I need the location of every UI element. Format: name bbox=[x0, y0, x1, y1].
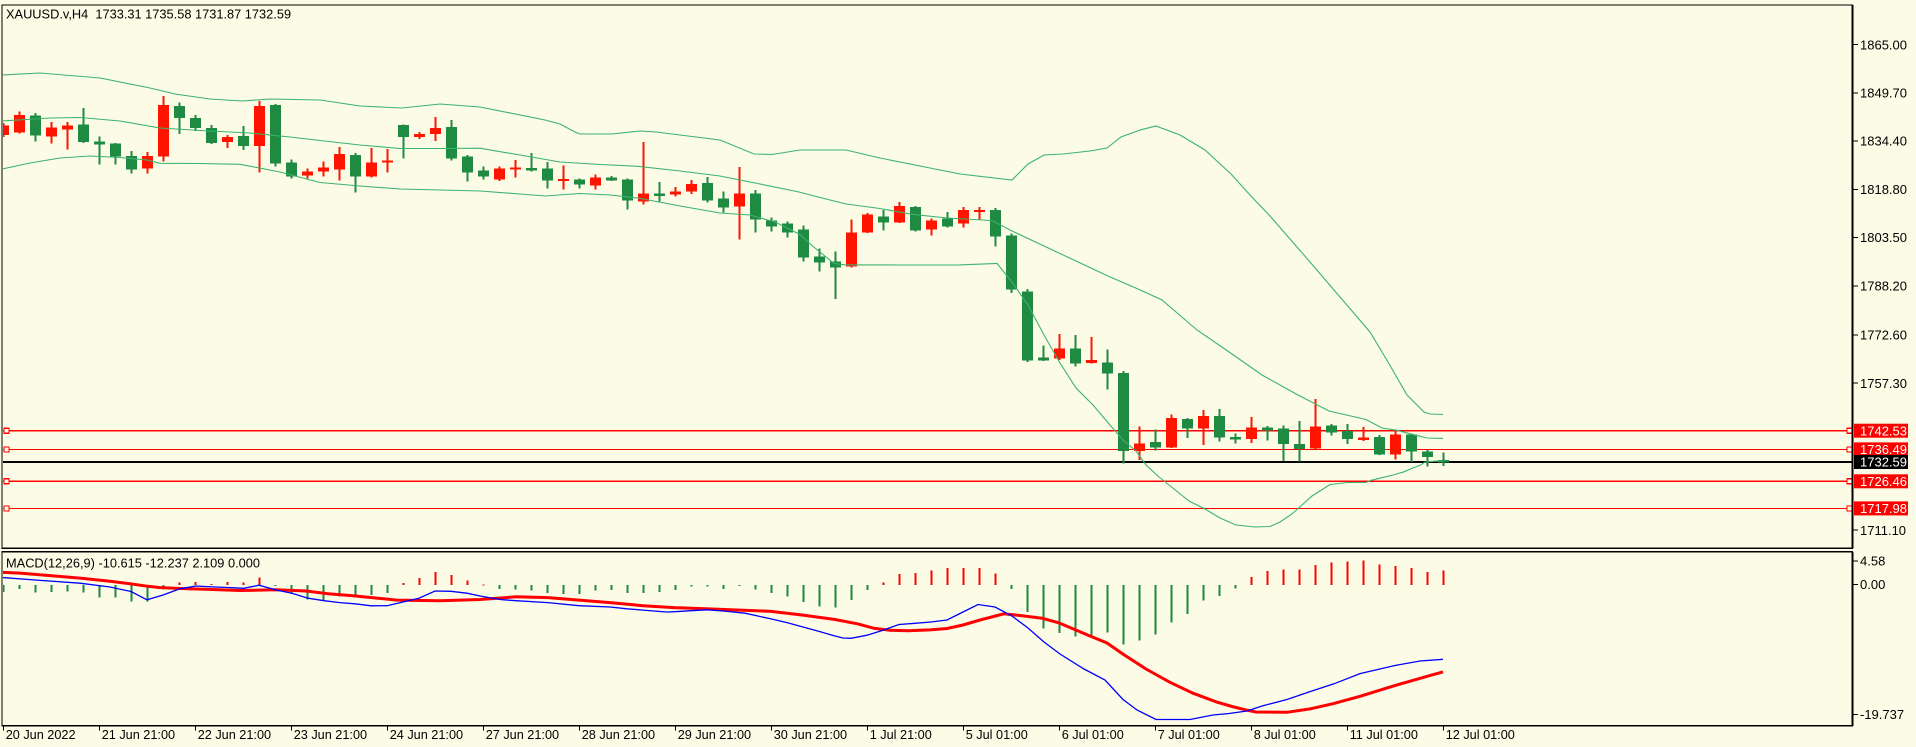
svg-text:23 Jun 21:00: 23 Jun 21:00 bbox=[294, 728, 367, 742]
svg-text:11 Jul 01:00: 11 Jul 01:00 bbox=[1350, 728, 1418, 742]
svg-text:1717.98: 1717.98 bbox=[1860, 501, 1907, 516]
svg-text:1772.60: 1772.60 bbox=[1860, 328, 1907, 343]
svg-text:1788.20: 1788.20 bbox=[1860, 278, 1907, 293]
svg-text:4.58: 4.58 bbox=[1860, 553, 1885, 568]
svg-text:1865.00: 1865.00 bbox=[1860, 37, 1907, 52]
svg-text:1742.53: 1742.53 bbox=[1860, 423, 1907, 438]
svg-text:12 Jul 01:00: 12 Jul 01:00 bbox=[1446, 728, 1515, 742]
svg-text:1818.80: 1818.80 bbox=[1860, 182, 1907, 197]
svg-text:28 Jun 21:00: 28 Jun 21:00 bbox=[582, 728, 655, 742]
svg-text:1757.30: 1757.30 bbox=[1860, 376, 1907, 391]
svg-text:29 Jun 21:00: 29 Jun 21:00 bbox=[678, 728, 751, 742]
svg-text:1803.50: 1803.50 bbox=[1860, 230, 1907, 245]
svg-text:20 Jun 2022: 20 Jun 2022 bbox=[6, 728, 76, 742]
svg-text:22 Jun 21:00: 22 Jun 21:00 bbox=[198, 728, 271, 742]
svg-text:MACD(12,26,9) -10.615 -12.237: MACD(12,26,9) -10.615 -12.237 2.109 0.00… bbox=[6, 556, 260, 571]
svg-text:1834.40: 1834.40 bbox=[1860, 134, 1907, 149]
svg-text:XAUUSD.v,H4 1733.31 1735.58 1: XAUUSD.v,H4 1733.31 1735.58 1731.87 1732… bbox=[6, 7, 291, 22]
svg-text:1 Jul 21:00: 1 Jul 21:00 bbox=[870, 728, 932, 742]
svg-text:21 Jun 21:00: 21 Jun 21:00 bbox=[102, 728, 175, 742]
svg-text:24 Jun 21:00: 24 Jun 21:00 bbox=[390, 728, 463, 742]
svg-text:5 Jul 01:00: 5 Jul 01:00 bbox=[966, 728, 1028, 742]
svg-text:-19.737: -19.737 bbox=[1860, 707, 1904, 722]
svg-text:1732.59: 1732.59 bbox=[1860, 455, 1907, 470]
svg-text:7 Jul 01:00: 7 Jul 01:00 bbox=[1158, 728, 1220, 742]
svg-text:1711.10: 1711.10 bbox=[1860, 523, 1906, 538]
svg-text:1849.70: 1849.70 bbox=[1860, 86, 1907, 101]
svg-text:6 Jul 01:00: 6 Jul 01:00 bbox=[1062, 728, 1124, 742]
svg-text:1736.49: 1736.49 bbox=[1860, 442, 1907, 457]
svg-text:30 Jun 21:00: 30 Jun 21:00 bbox=[774, 728, 847, 742]
svg-text:0.00: 0.00 bbox=[1860, 577, 1885, 592]
svg-text:27 Jun 21:00: 27 Jun 21:00 bbox=[486, 728, 559, 742]
svg-text:8 Jul 01:00: 8 Jul 01:00 bbox=[1254, 728, 1316, 742]
svg-text:1726.46: 1726.46 bbox=[1860, 474, 1907, 489]
